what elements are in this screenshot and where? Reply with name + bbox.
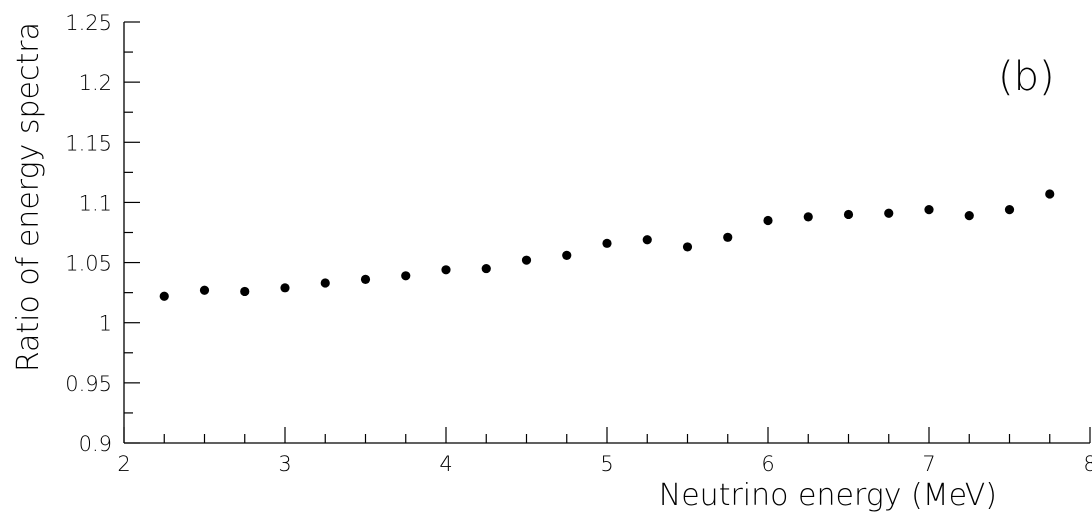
data-point (964, 211, 974, 221)
x-tick-label: 4 (439, 452, 452, 476)
plot-axes (123, 22, 1090, 444)
data-point (320, 278, 330, 288)
x-tick-label: 6 (761, 452, 774, 476)
y-tick-label: 1.05 (65, 252, 112, 276)
y-tick-label: 0.95 (65, 372, 112, 396)
data-point (280, 283, 290, 293)
data-point (1004, 205, 1015, 215)
y-tick-label: 1 (99, 312, 112, 336)
data-point (360, 274, 371, 285)
y-axis-ticks: 0.9 0.95 1 1.05 1.1 1.15 1.2 1.25 (65, 11, 140, 456)
data-point (803, 212, 813, 222)
data-point (240, 286, 250, 297)
panel-annotation: (b) (998, 54, 1055, 100)
data-point (642, 235, 652, 245)
y-tick-label: 1.1 (79, 191, 112, 215)
data-point (401, 271, 411, 281)
data-point (682, 242, 693, 252)
data-point (481, 263, 491, 274)
data-point (562, 250, 572, 260)
y-tick-label: 1.15 (65, 131, 112, 155)
x-tick-label: 7 (922, 452, 935, 476)
data-point (159, 291, 169, 301)
data-point (441, 265, 451, 275)
y-tick-label: 1.2 (79, 71, 112, 95)
data-point (602, 238, 612, 248)
data-point (843, 209, 854, 220)
data-point (924, 205, 934, 215)
data-point (1045, 189, 1055, 199)
x-axis-title: Neutrino energy (MeV) (659, 478, 997, 513)
data-point (521, 255, 532, 265)
data-point (723, 232, 733, 242)
y-tick-label: 1.25 (65, 11, 112, 35)
data-point (884, 208, 894, 218)
data-point (763, 215, 773, 226)
x-axis-ticks: 2 3 4 5 6 7 8 (117, 427, 1092, 476)
x-tick-label: 8 (1083, 452, 1092, 476)
x-tick-label: 2 (117, 452, 130, 476)
y-axis-title: Ratio of energy spectra (11, 22, 46, 372)
x-tick-label: 5 (600, 452, 613, 476)
x-tick-label: 3 (278, 452, 291, 476)
y-tick-label: 0.9 (79, 432, 112, 456)
data-point (199, 285, 210, 295)
data-points (159, 189, 1055, 301)
